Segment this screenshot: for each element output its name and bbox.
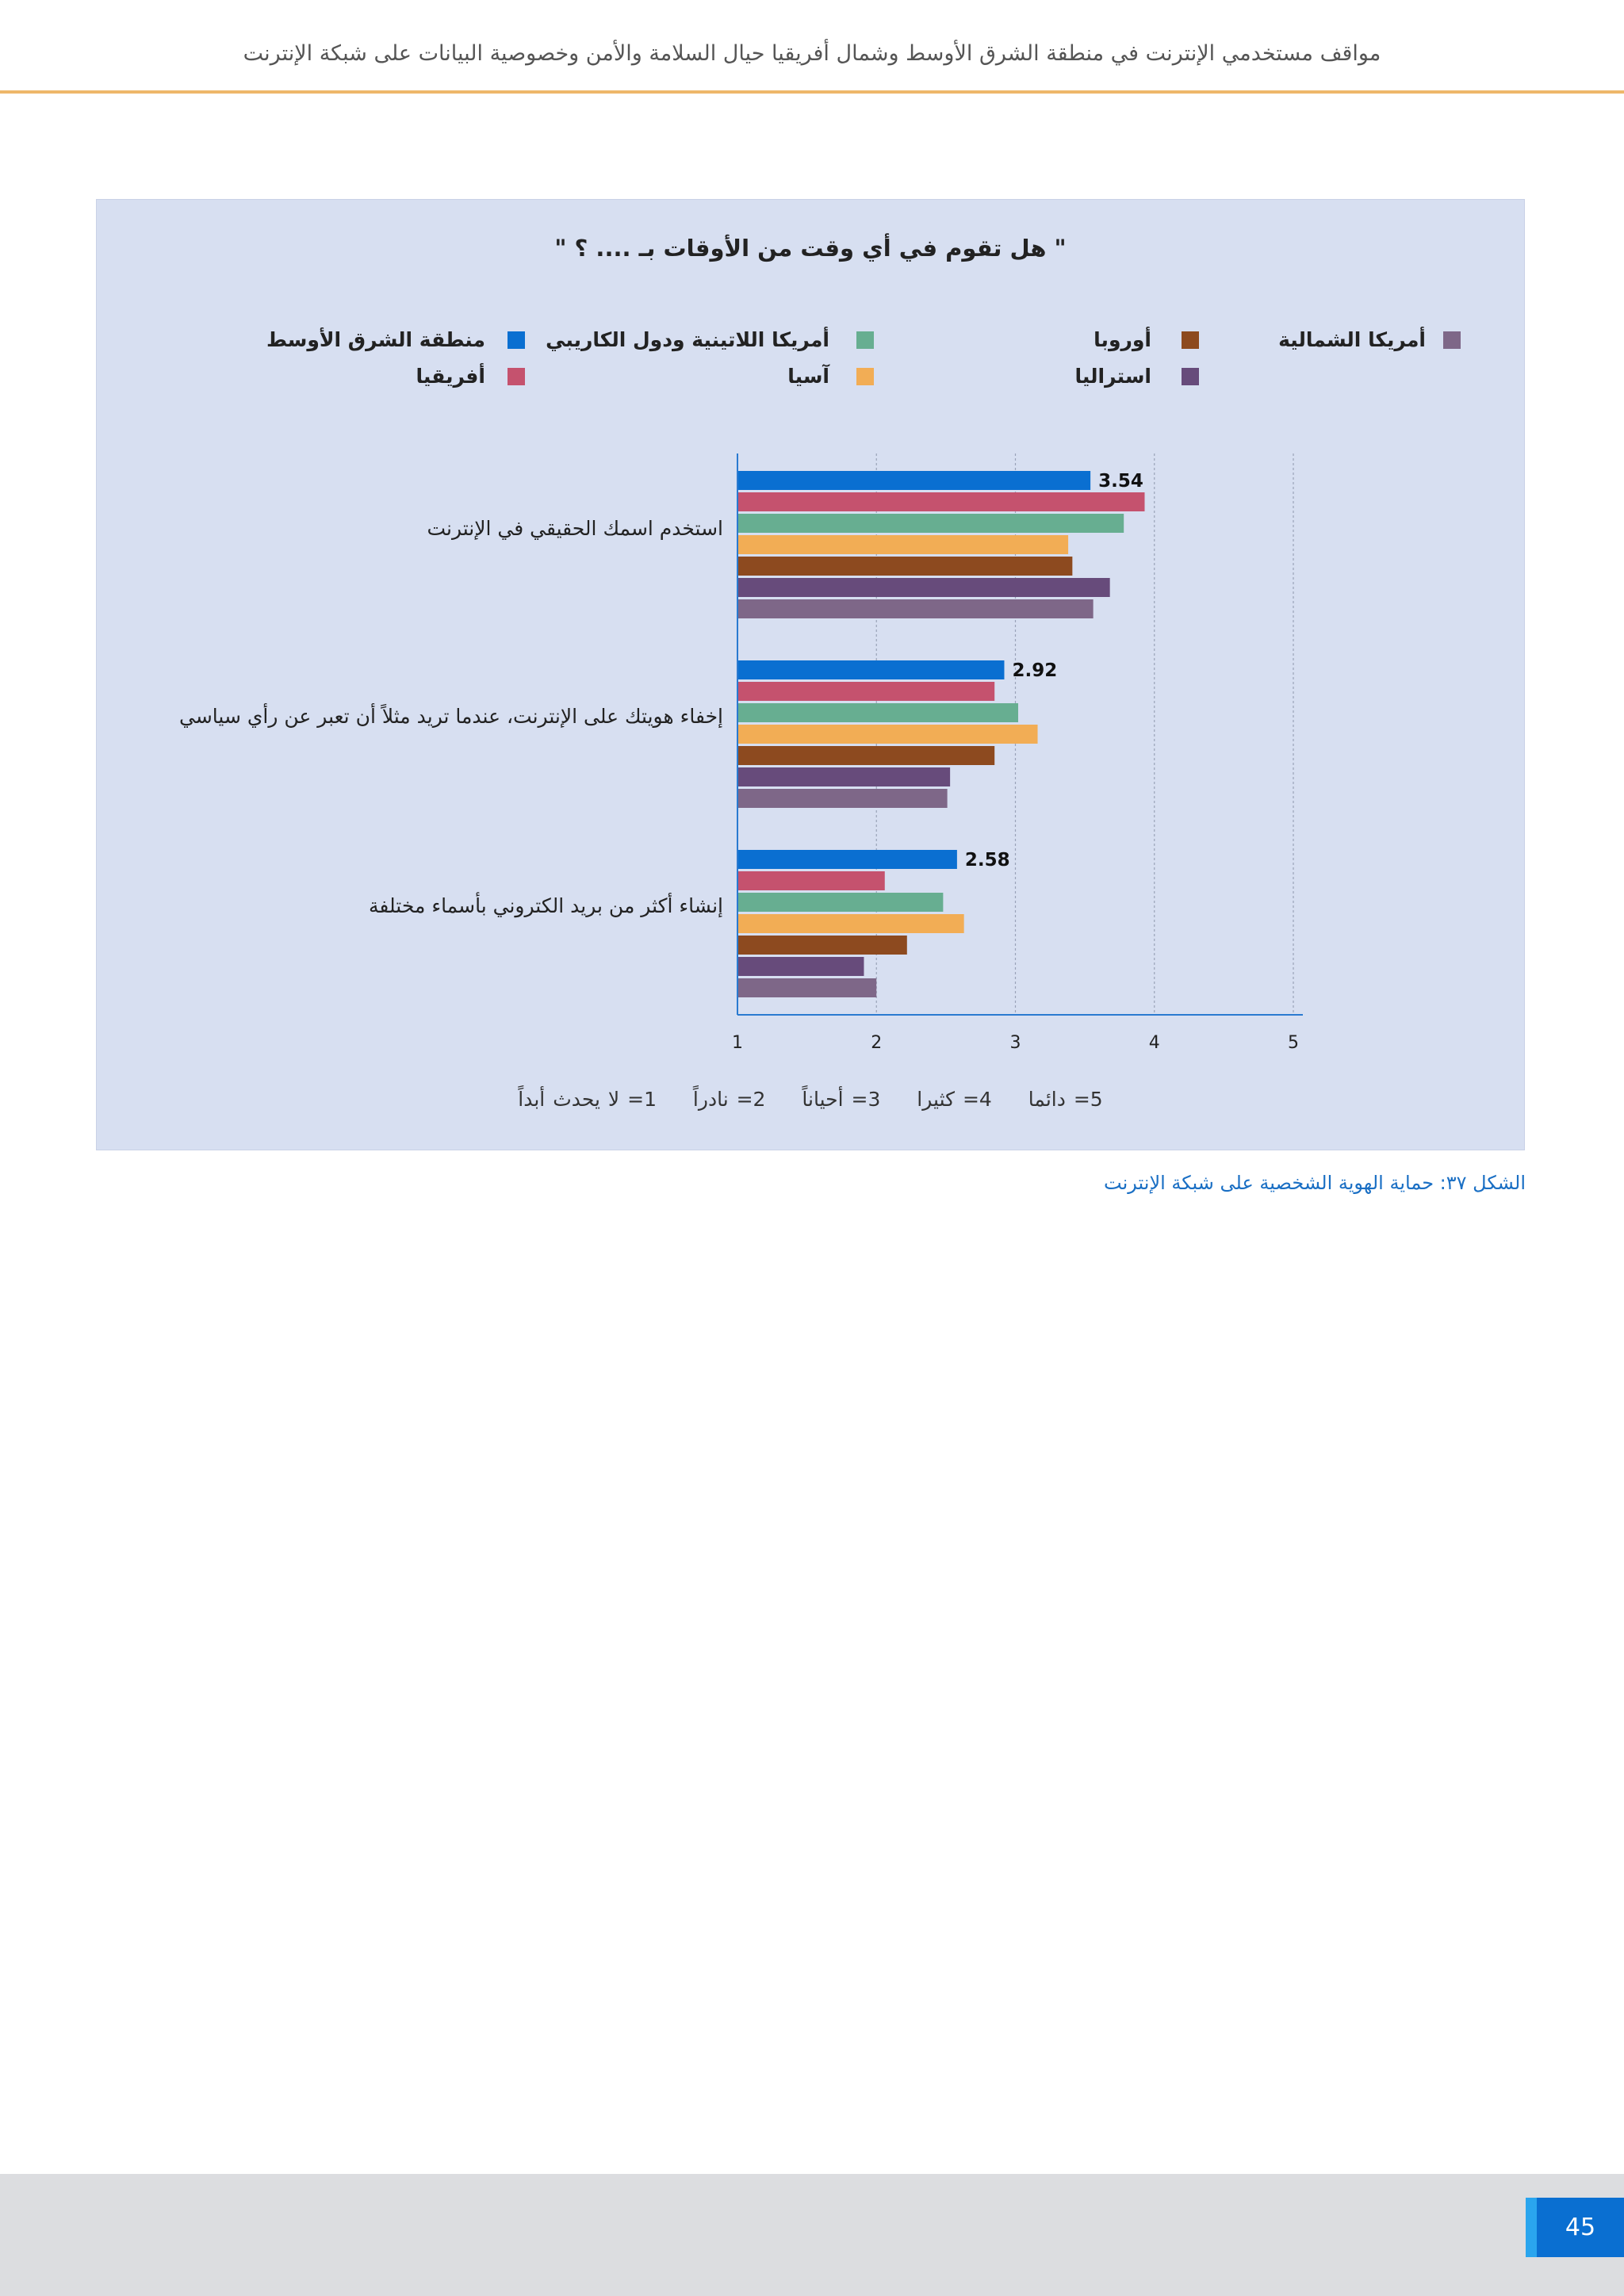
chart-title: " هل تقوم في أي وقت من الأوقات بـ .... ؟… (554, 235, 1067, 262)
chart-panel: " هل تقوم في أي وقت من الأوقات بـ .... ؟… (96, 199, 1525, 1150)
bar-series4-cat0 (737, 557, 1073, 576)
legend-swatch-middle-east (508, 331, 525, 349)
legend-item-africa: أفريقيا (335, 363, 525, 390)
bar-chart-plot: 3.54 2.92 2.58 1 2 3 4 5 (732, 453, 1303, 1053)
legend-label-europe: أوروبا (1094, 328, 1151, 351)
bar-series1-cat1 (737, 682, 995, 701)
legend-item-north-america: أمريكا الشمالية (1278, 327, 1461, 354)
bar-series1-cat0 (737, 492, 1145, 511)
legend-swatch-africa (508, 368, 525, 385)
bar-series3-cat2 (737, 914, 964, 933)
x-tick-label-3: 3 (1010, 1033, 1021, 1053)
legend-label-asia: آسيا (787, 365, 829, 388)
scale-note: 5= دائما 4= كثيرا 3= أحياناً 2= نادراً 1… (97, 1088, 1524, 1111)
bar-series5-cat0 (737, 578, 1110, 597)
legend-swatch-north-america (1443, 331, 1461, 349)
category-label-multiple-emails: إنشاء أكثر من بريد الكتروني بأسماء مختلف… (368, 894, 723, 917)
scale-note-5: 5= دائما (1028, 1088, 1103, 1111)
page-header: مواقف مستخدمي الإنترنت في منطقة الشرق ال… (0, 0, 1624, 94)
legend-swatch-australia (1182, 368, 1199, 385)
x-tick-label-1: 1 (732, 1033, 743, 1053)
bar-series3-cat0 (737, 535, 1069, 554)
bar-series0-cat2 (737, 850, 957, 869)
category-label-hide-identity: إخفاء هويتك على الإنترنت، عندما تريد مثل… (179, 705, 723, 728)
legend-label-middle-east: منطقة الشرق الأوسط (266, 328, 485, 351)
legend-swatch-latin-america (856, 331, 874, 349)
figure-caption: الشكل ٣٧: حماية الهوية الشخصية على شبكة … (1104, 1172, 1526, 1194)
bar-series4-cat2 (737, 936, 907, 955)
legend-item-europe: أوروبا (993, 327, 1199, 354)
legend-item-australia: استراليا (993, 363, 1199, 390)
page-footer (0, 2174, 1624, 2296)
bar-series4-cat1 (737, 746, 995, 765)
legend-item-asia: آسيا (699, 363, 874, 390)
bar-series5-cat1 (737, 767, 951, 786)
x-tick-label-2: 2 (871, 1033, 882, 1053)
scale-note-4: 4= كثيرا (917, 1088, 992, 1111)
legend-swatch-asia (856, 368, 874, 385)
bar-series2-cat0 (737, 514, 1124, 533)
bar-series2-cat1 (737, 703, 1019, 722)
category-label-real-name: استخدم اسمك الحقيقي في الإنترنت (427, 517, 723, 540)
bar-series0-cat1 (737, 660, 1005, 679)
data-label-cat2: 2.58 (965, 850, 1010, 871)
bar-series0-cat0 (737, 471, 1091, 490)
bar-series5-cat2 (737, 957, 864, 976)
bar-series1-cat2 (737, 871, 885, 890)
bar-series6-cat1 (737, 789, 948, 808)
legend-item-middle-east: منطقة الشرق الأوسط (192, 327, 525, 354)
legend-swatch-europe (1182, 331, 1199, 349)
legend-label-north-america: أمريكا الشمالية (1278, 328, 1426, 351)
x-tick-label-5: 5 (1288, 1033, 1299, 1053)
scale-note-1: 1= لا يحدث أبداً (518, 1088, 657, 1111)
data-label-cat0: 3.54 (1098, 471, 1143, 492)
legend-label-africa: أفريقيا (416, 365, 485, 388)
legend-item-latin-america: أمريكا اللاتينية ودول الكاريبي (541, 327, 874, 354)
scale-note-3: 3= أحياناً (802, 1088, 881, 1111)
legend-label-latin-america: أمريكا اللاتينية ودول الكاريبي (546, 328, 829, 351)
bar-series3-cat1 (737, 725, 1038, 744)
bar-series6-cat2 (737, 978, 877, 997)
page-number: 45 (1526, 2198, 1624, 2257)
bar-series2-cat2 (737, 893, 944, 912)
bar-series6-cat0 (737, 599, 1094, 618)
x-tick-label-4: 4 (1149, 1033, 1160, 1053)
legend-label-australia: استراليا (1074, 365, 1151, 388)
header-title: مواقف مستخدمي الإنترنت في منطقة الشرق ال… (243, 41, 1381, 66)
scale-note-2: 2= نادراً (692, 1088, 766, 1111)
data-label-cat1: 2.92 (1012, 660, 1057, 681)
